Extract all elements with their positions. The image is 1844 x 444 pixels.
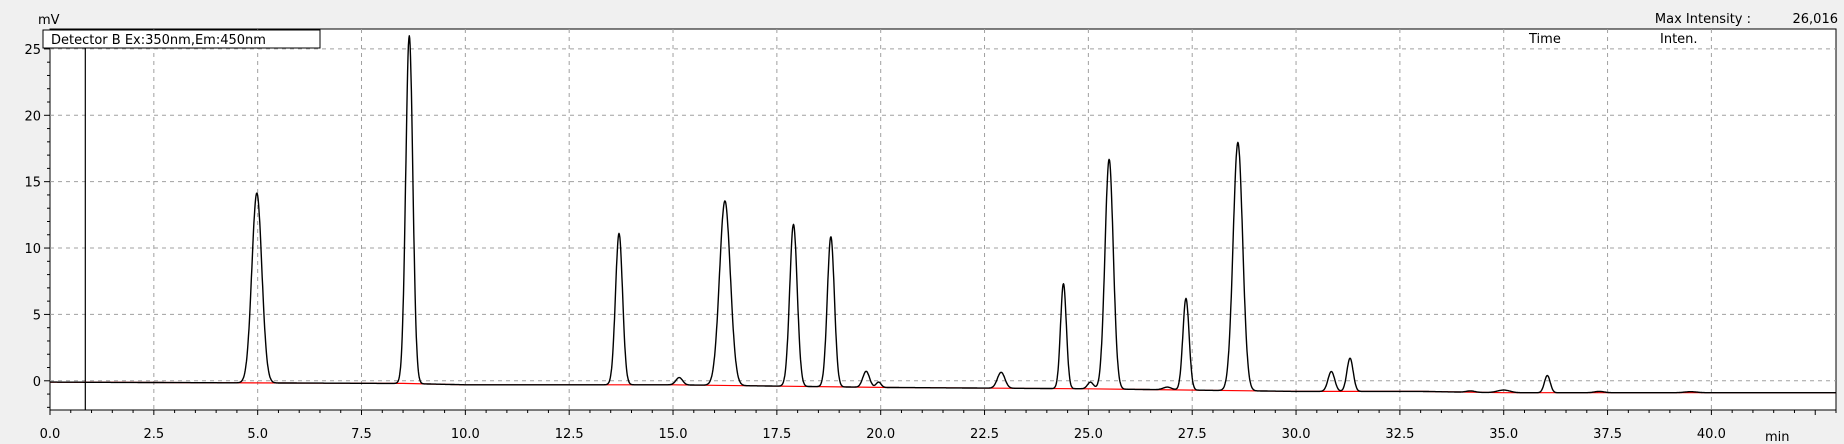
x-tick-label: 15.0 xyxy=(659,427,688,442)
x-unit-label: min xyxy=(1765,430,1790,444)
x-tick-label: 22.5 xyxy=(970,427,999,442)
x-tick-label: 2.5 xyxy=(143,427,164,442)
x-tick-label: 17.5 xyxy=(762,427,791,442)
x-tick-label: 12.5 xyxy=(555,427,584,442)
peak-table-inten-header: Inten. xyxy=(1660,32,1698,47)
max-intensity-value: 26,016 xyxy=(1793,12,1839,27)
x-tick-label: 5.0 xyxy=(247,427,268,442)
y-axis-ticks: 0 5 10 15 20 25 xyxy=(24,35,50,408)
y-tick-label: 20 xyxy=(24,109,41,124)
grid-lines xyxy=(50,29,1836,410)
y-tick-label: 5 xyxy=(33,308,41,323)
x-tick-label: 27.5 xyxy=(1178,427,1207,442)
y-tick-label: 0 xyxy=(33,375,41,390)
y-unit-label: mV xyxy=(38,13,60,28)
x-tick-label: 20.0 xyxy=(866,427,895,442)
x-tick-label: 30.0 xyxy=(1282,427,1311,442)
x-tick-label: 0.0 xyxy=(40,427,61,442)
x-tick-label: 37.5 xyxy=(1593,427,1622,442)
x-tick-label: 35.0 xyxy=(1489,427,1518,442)
plot-area xyxy=(49,28,1837,411)
x-tick-label: 10.0 xyxy=(451,427,480,442)
x-tick-label: 25.0 xyxy=(1074,427,1103,442)
peak-table-time-header: Time xyxy=(1528,32,1561,47)
x-tick-label: 7.5 xyxy=(351,427,372,442)
y-tick-label: 25 xyxy=(24,43,41,58)
x-axis-ticks: 0.0 2.5 5.0 7.5 10.0 12.5 15.0 17.5 20.0 22.5 25.0… xyxy=(40,410,1837,442)
y-tick-label: 10 xyxy=(24,242,41,257)
detector-label: Detector B Ex:350nm,Em:450nm xyxy=(51,33,266,48)
detector-signal-series xyxy=(49,35,1837,394)
max-intensity-label: Max Intensity : xyxy=(1655,12,1751,27)
x-tick-label: 40.0 xyxy=(1697,427,1726,442)
detector-label-box xyxy=(42,29,321,49)
y-tick-label: 15 xyxy=(24,176,41,191)
x-tick-label: 32.5 xyxy=(1385,427,1414,442)
